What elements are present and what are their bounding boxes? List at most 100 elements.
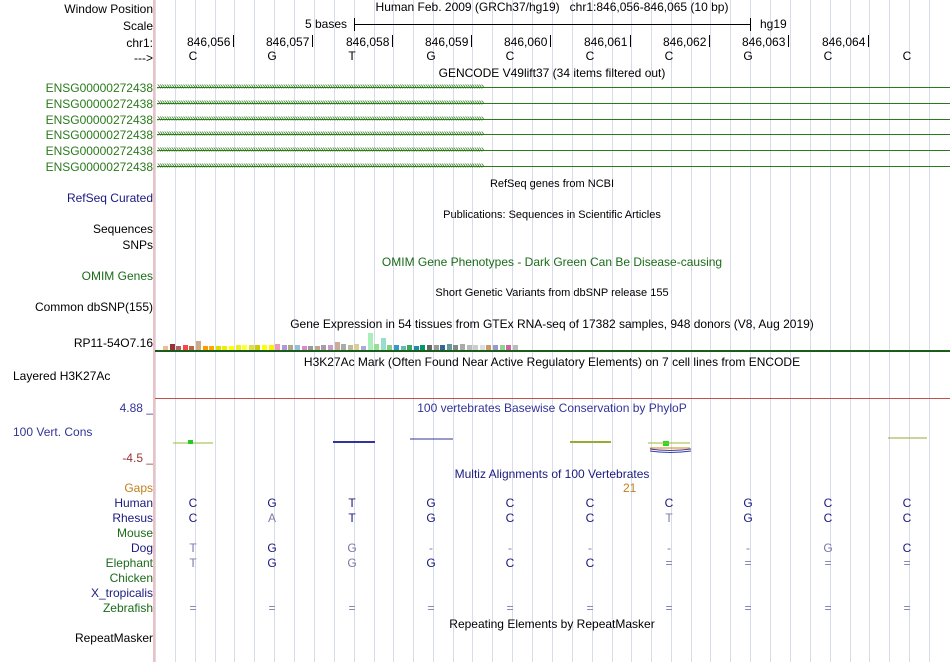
- phylop-track-label[interactable]: 100 Vert. Cons: [13, 425, 93, 439]
- gtex-expression-bars[interactable]: [155, 330, 950, 350]
- publications-track-label[interactable]: Sequences: [92, 222, 153, 236]
- coordinate-label: 846,061: [584, 35, 628, 49]
- gtex-tissue-bar[interactable]: [222, 346, 228, 350]
- gtex-tissue-bar[interactable]: [427, 345, 432, 350]
- gtex-tissue-bar[interactable]: [215, 346, 221, 350]
- gtex-tissue-bar[interactable]: [466, 345, 472, 350]
- gtex-tissue-bar[interactable]: [420, 345, 426, 350]
- gtex-tissue-bar[interactable]: [479, 345, 485, 350]
- gencode-item-label[interactable]: ENSG00000272438: [45, 128, 153, 142]
- gtex-tissue-bar[interactable]: [453, 345, 459, 350]
- refseq-track-label[interactable]: RefSeq Curated: [66, 191, 153, 205]
- gtex-tissue-bar[interactable]: [209, 346, 215, 350]
- gtex-tissue-bar[interactable]: [361, 346, 366, 350]
- gtex-tissue-bar[interactable]: [321, 345, 327, 350]
- gencode-transcript-line[interactable]: ››››››››››››››››››››››››››››››››››››››››…: [157, 128, 950, 140]
- gencode-track-title: GENCODE V49lift37 (34 items filtered out…: [438, 66, 666, 80]
- h3k27ac-track-label[interactable]: Layered H3K27Ac: [13, 369, 111, 383]
- gtex-tissue-bar[interactable]: [275, 344, 281, 350]
- gtex-tissue-bar[interactable]: [493, 345, 498, 350]
- gtex-tissue-bar[interactable]: [499, 345, 505, 350]
- gencode-item-label[interactable]: ENSG00000272438: [45, 97, 153, 111]
- aligned-base: G: [743, 496, 753, 510]
- gtex-tissue-bar[interactable]: [413, 346, 419, 350]
- gtex-tissue-bar[interactable]: [394, 345, 399, 350]
- gtex-tissue-bar[interactable]: [400, 346, 406, 350]
- gtex-track-label[interactable]: RP11-54O7.16: [73, 336, 153, 350]
- gencode-transcript-line[interactable]: ››››››››››››››››››››››››››››››››››››››››…: [157, 160, 950, 172]
- aligned-base: C: [664, 496, 674, 510]
- gtex-tissue-bar[interactable]: [268, 345, 274, 350]
- gtex-tissue-bar[interactable]: [229, 346, 234, 350]
- gtex-tissue-bar[interactable]: [255, 345, 261, 350]
- gtex-tissue-bar[interactable]: [202, 346, 208, 350]
- gtex-tissue-bar[interactable]: [354, 344, 360, 350]
- snps-track-label[interactable]: SNPs: [122, 238, 153, 252]
- gencode-item-label[interactable]: ENSG00000272438: [45, 144, 153, 158]
- gtex-tissue-bar[interactable]: [374, 344, 380, 350]
- aligned-base: G: [743, 511, 753, 525]
- gtex-tissue-bar[interactable]: [367, 333, 373, 350]
- gtex-tissue-bar[interactable]: [301, 346, 307, 350]
- repeatmasker-track-label[interactable]: RepeatMasker: [74, 631, 153, 645]
- gtex-tissue-bar[interactable]: [308, 346, 314, 350]
- gtex-tissue-bar[interactable]: [512, 345, 518, 350]
- omim-track-label[interactable]: OMIM Genes: [81, 269, 153, 283]
- gtex-tissue-bar[interactable]: [196, 341, 201, 350]
- aligned-base: G: [426, 511, 436, 525]
- gtex-tissue-bar[interactable]: [242, 345, 248, 350]
- dbsnp-track-label[interactable]: Common dbSNP(155): [34, 300, 153, 314]
- gtex-tissue-bar[interactable]: [387, 345, 393, 350]
- species-label[interactable]: Rhesus: [112, 511, 153, 525]
- species-label[interactable]: Dog: [130, 541, 153, 555]
- aligned-base: C: [902, 541, 912, 555]
- species-label[interactable]: Elephant: [105, 556, 153, 570]
- gtex-tissue-bar[interactable]: [407, 345, 413, 350]
- gtex-tissue-bar[interactable]: [262, 345, 267, 350]
- gtex-tissue-bar[interactable]: [380, 338, 386, 350]
- phylop-min-label: -4.5 _: [122, 451, 153, 465]
- gtex-tissue-bar[interactable]: [248, 345, 254, 350]
- gtex-tissue-bar[interactable]: [460, 344, 465, 350]
- gtex-tissue-bar[interactable]: [288, 345, 294, 350]
- species-label[interactable]: Human: [114, 496, 153, 510]
- gencode-item-label[interactable]: ENSG00000272438: [45, 160, 153, 174]
- gridline: [433, 0, 434, 662]
- gtex-tissue-bar[interactable]: [341, 344, 347, 350]
- gridline: [691, 0, 692, 662]
- phylop-signal[interactable]: [155, 430, 950, 460]
- gencode-transcript-line[interactable]: ››››››››››››››››››››››››››››››››››››››››…: [157, 113, 950, 125]
- gtex-tissue-bar[interactable]: [506, 345, 512, 350]
- gtex-tissue-bar[interactable]: [473, 345, 479, 350]
- gtex-tissue-bar[interactable]: [281, 345, 287, 350]
- aligned-base: C: [188, 496, 198, 510]
- gencode-item-label[interactable]: ENSG00000272438: [45, 81, 153, 95]
- gtex-tissue-bar[interactable]: [347, 345, 353, 350]
- gtex-tissue-bar[interactable]: [440, 345, 446, 350]
- coordinate-label: 846,062: [663, 35, 707, 49]
- species-label[interactable]: Zebrafish: [102, 601, 153, 615]
- gtex-tissue-bar[interactable]: [328, 345, 333, 350]
- gtex-tissue-bar[interactable]: [189, 346, 195, 350]
- gencode-transcript-line[interactable]: ››››››››››››››››››››››››››››››››››››››››…: [157, 97, 950, 109]
- gtex-tissue-bar[interactable]: [235, 345, 241, 350]
- species-label[interactable]: X_tropicalis: [90, 586, 153, 600]
- gencode-transcript-line[interactable]: ››››››››››››››››››››››››››››››››››››››››…: [157, 144, 950, 156]
- gtex-tissue-bar[interactable]: [314, 346, 320, 350]
- gtex-tissue-bar[interactable]: [182, 345, 188, 350]
- gtex-tissue-bar[interactable]: [486, 345, 492, 350]
- gtex-tissue-bar[interactable]: [176, 346, 182, 350]
- gtex-tissue-bar[interactable]: [433, 345, 439, 350]
- gtex-tissue-bar[interactable]: [295, 345, 300, 350]
- gencode-transcript-line[interactable]: ››››››››››››››››››››››››››››››››››››››››…: [157, 81, 950, 93]
- gtex-tissue-bar[interactable]: [446, 344, 452, 350]
- gencode-item-label[interactable]: ENSG00000272438: [45, 113, 153, 127]
- gtex-tissue-bar[interactable]: [169, 344, 175, 350]
- gridline: [850, 0, 851, 662]
- species-label[interactable]: Chicken: [109, 571, 153, 585]
- gtex-tissue-bar[interactable]: [163, 346, 168, 350]
- gtex-tissue-bar[interactable]: [334, 342, 340, 350]
- species-label[interactable]: Mouse: [116, 526, 153, 540]
- track-data-area[interactable]: Human Feb. 2009 (GRCh37/hg19) chr1:846,0…: [155, 0, 950, 662]
